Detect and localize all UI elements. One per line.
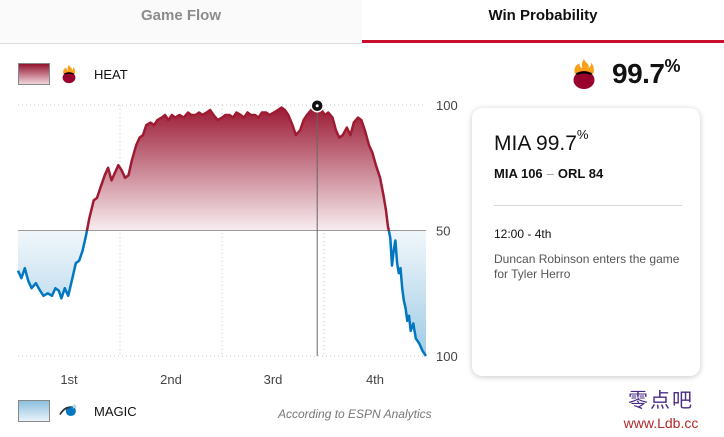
- magic-logo-icon: [59, 403, 78, 417]
- x-tick-label-2: 3rd: [264, 372, 283, 387]
- tab-game-flow[interactable]: Game Flow: [0, 0, 362, 44]
- magic-swatch: [18, 400, 50, 422]
- tab-win-probability[interactable]: Win Probability: [362, 0, 724, 43]
- legend-home: HEAT: [18, 61, 128, 87]
- header-prob-unit: %: [664, 55, 681, 76]
- heat-logo-icon: [573, 59, 595, 89]
- y-tick-label-0: 100: [436, 98, 458, 113]
- header-win-probability: 99.7%: [566, 56, 681, 92]
- card-divider: [494, 205, 682, 206]
- header-prob-value: 99.7: [612, 58, 665, 89]
- card-score-separator: –: [546, 166, 554, 181]
- card-home-score: MIA 106: [494, 166, 543, 181]
- x-tick-label-0: 1st: [60, 372, 78, 387]
- heat-probability-area: [18, 105, 426, 231]
- tab-win-probability-label: Win Probability: [488, 7, 598, 24]
- legend-home-label: HEAT: [94, 66, 128, 82]
- card-win-probability: MIA 99.7%: [494, 127, 589, 156]
- x-tick-label-1: 2nd: [160, 372, 182, 387]
- card-pct: 99.7: [536, 132, 577, 155]
- y-tick-label-2: 100: [436, 349, 458, 364]
- heat-probability-line: [85, 104, 391, 231]
- heat-logo-icon: [62, 64, 76, 84]
- magic-probability-area: [18, 231, 426, 356]
- watermark-url: www.Ldb.cc: [623, 415, 699, 431]
- hover-marker-center: [315, 104, 319, 108]
- card-team: MIA: [494, 132, 531, 155]
- watermark-text: 零点吧: [628, 388, 694, 412]
- card-game-time: 12:00 - 4th: [494, 227, 552, 241]
- tab-bar: Game Flow Win Probability: [0, 0, 724, 44]
- legend-away: MAGIC: [18, 398, 137, 424]
- y-tick-label-1: 50: [436, 224, 450, 239]
- card-pct-unit: %: [576, 127, 589, 142]
- watermark: 零点吧 www.Ldb.cc: [602, 384, 720, 431]
- analytics-credit: According to ESPN Analytics: [278, 407, 432, 421]
- play-detail-card: MIA 99.7% MIA 106– ORL 84 12:00 - 4th Dun…: [472, 108, 700, 376]
- heat-swatch: [18, 63, 50, 85]
- x-tick-label-3: 4th: [366, 372, 384, 387]
- card-play-description: Duncan Robinson enters the game for Tyle…: [494, 252, 680, 281]
- card-score: MIA 106– ORL 84: [494, 166, 603, 181]
- tab-game-flow-label: Game Flow: [140, 7, 222, 24]
- legend-away-label: MAGIC: [94, 403, 137, 419]
- card-away-score: ORL 84: [557, 166, 604, 181]
